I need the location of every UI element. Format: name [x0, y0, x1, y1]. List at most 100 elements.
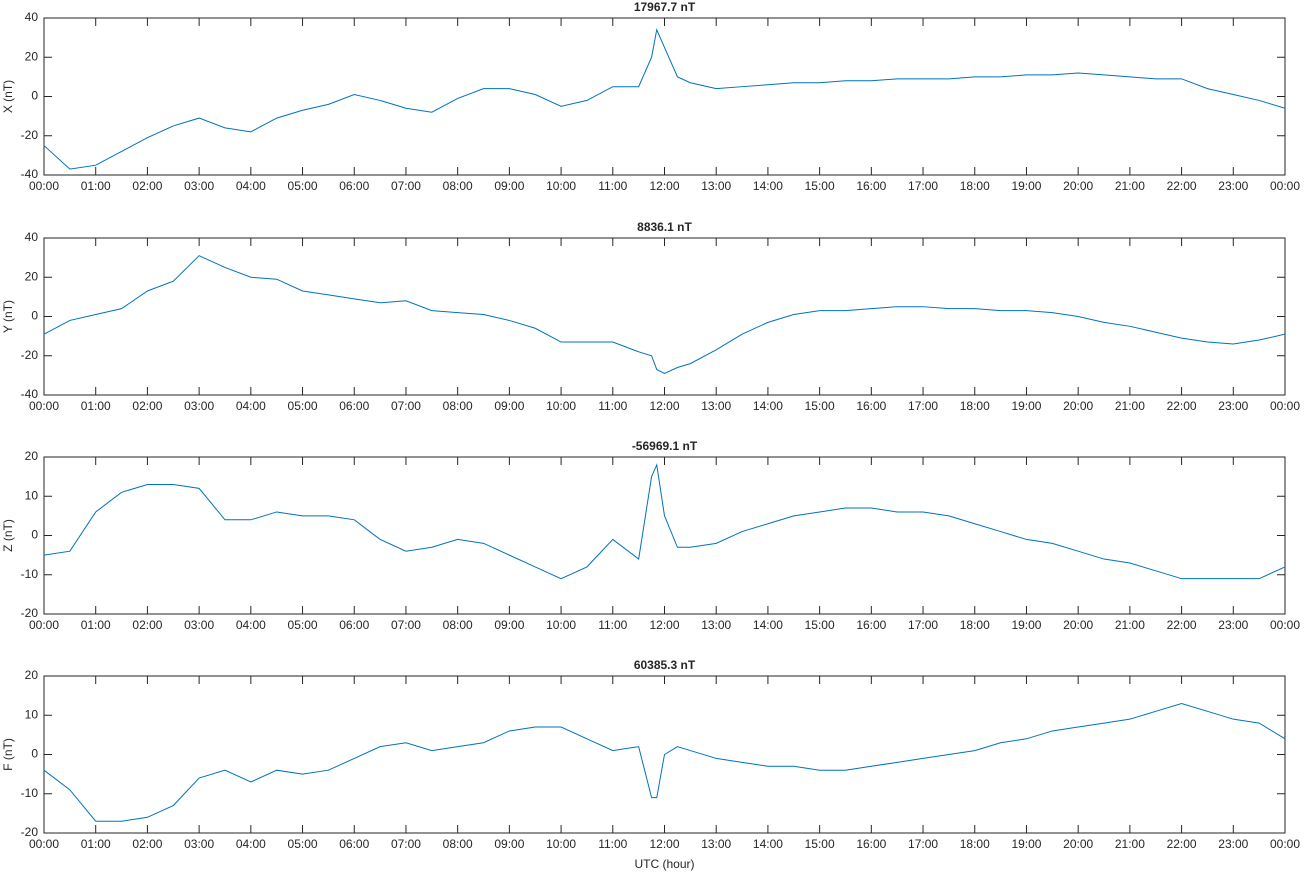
x-tick-label: 01:00: [81, 618, 111, 632]
x-tick-label: 02:00: [132, 618, 162, 632]
y-tick-label: 10: [25, 488, 39, 502]
x-tick-label: 16:00: [856, 399, 886, 413]
x-tick-label: 17:00: [908, 179, 938, 193]
x-tick-label: 12:00: [649, 618, 679, 632]
x-tick-label: 23:00: [1218, 399, 1248, 413]
x-tick-label: 02:00: [132, 837, 162, 851]
y-tick-label: 0: [31, 309, 38, 323]
x-tick-label: 22:00: [1167, 399, 1197, 413]
y-axis-label: F (nT): [1, 738, 15, 771]
y-tick-label: 0: [31, 747, 38, 761]
plot-area: [43, 17, 1286, 176]
x-tick-label: 13:00: [701, 618, 731, 632]
x-tick-label: 03:00: [184, 837, 214, 851]
y-tick-label: -20: [21, 606, 39, 620]
x-tick-label: 13:00: [701, 399, 731, 413]
x-tick-label: 22:00: [1167, 837, 1197, 851]
x-tick-label: 03:00: [184, 179, 214, 193]
x-tick-label: 17:00: [908, 837, 938, 851]
x-tick-label: 15:00: [805, 618, 835, 632]
x-tick-label: 09:00: [494, 618, 524, 632]
y-tick-label: -40: [21, 167, 39, 181]
y-tick-label: 20: [25, 449, 39, 463]
x-tick-label: 10:00: [546, 179, 576, 193]
x-tick-label: 23:00: [1218, 837, 1248, 851]
data-line: [43, 255, 1286, 374]
y-tick-label: 0: [31, 89, 38, 103]
x-tick-label: 06:00: [339, 837, 369, 851]
x-tick-label: 05:00: [288, 399, 318, 413]
y-axis-label: X (nT): [1, 80, 15, 113]
x-tick-label: 19:00: [1011, 179, 1041, 193]
y-tick-label: -20: [21, 348, 39, 362]
x-tick-label: 07:00: [391, 837, 421, 851]
x-tick-label: 00:00: [1270, 618, 1300, 632]
x-tick-label: 05:00: [288, 837, 318, 851]
x-tick-label: 18:00: [960, 837, 990, 851]
x-tick-label: 09:00: [494, 837, 524, 851]
x-tick-label: 07:00: [391, 179, 421, 193]
x-tick-label: 04:00: [236, 179, 266, 193]
x-tick-label: 15:00: [805, 399, 835, 413]
x-tick-label: 00:00: [1270, 399, 1300, 413]
panel-title: 60385.3 nT: [634, 658, 696, 672]
x-tick-label: 11:00: [598, 618, 627, 632]
y-tick-label: -10: [21, 567, 39, 581]
x-tick-label: 16:00: [856, 837, 886, 851]
x-tick-label: 17:00: [908, 399, 938, 413]
data-line: [43, 702, 1286, 822]
panel-title: 8836.1 nT: [637, 220, 692, 234]
x-tick-label: 10:00: [546, 399, 576, 413]
x-tick-label: 08:00: [443, 179, 473, 193]
x-tick-label: 11:00: [598, 399, 627, 413]
x-tick-label: 21:00: [1115, 179, 1145, 193]
x-tick-label: 04:00: [236, 837, 266, 851]
x-tick-label: 17:00: [908, 618, 938, 632]
y-tick-label: 20: [25, 269, 39, 283]
y-tick-label: -20: [21, 825, 39, 839]
y-tick-label: 10: [25, 707, 39, 721]
x-tick-label: 13:00: [701, 179, 731, 193]
x-tick-label: 14:00: [753, 837, 783, 851]
y-tick-label: -40: [21, 387, 39, 401]
x-tick-label: 21:00: [1115, 837, 1145, 851]
x-tick-label: 20:00: [1063, 399, 1093, 413]
y-axis-label: Y (nT): [1, 300, 15, 333]
x-tick-label: 06:00: [339, 179, 369, 193]
x-tick-label: 01:00: [81, 399, 111, 413]
data-line: [43, 463, 1286, 580]
x-tick-label: 19:00: [1011, 618, 1041, 632]
x-tick-label: 00:00: [29, 837, 59, 851]
y-tick-label: 40: [25, 230, 39, 244]
x-tick-label: 01:00: [81, 179, 111, 193]
x-tick-label: 22:00: [1167, 618, 1197, 632]
x-tick-label: 06:00: [339, 618, 369, 632]
panel-title: -56969.1 nT: [632, 439, 698, 453]
x-tick-label: 00:00: [1270, 837, 1300, 851]
x-tick-label: 23:00: [1218, 618, 1248, 632]
x-tick-label: 11:00: [598, 837, 627, 851]
x-tick-label: 22:00: [1167, 179, 1197, 193]
x-tick-label: 19:00: [1011, 837, 1041, 851]
data-line: [43, 28, 1286, 170]
x-tick-label: 16:00: [856, 618, 886, 632]
panel-title: 17967.7 nT: [634, 0, 696, 14]
x-tick-label: 12:00: [649, 179, 679, 193]
x-tick-label: 08:00: [443, 399, 473, 413]
y-tick-label: -20: [21, 128, 39, 142]
y-tick-label: 20: [25, 668, 39, 682]
x-tick-label: 15:00: [805, 179, 835, 193]
x-tick-label: 15:00: [805, 837, 835, 851]
x-tick-label: 16:00: [856, 179, 886, 193]
x-tick-label: 19:00: [1011, 399, 1041, 413]
x-tick-label: 12:00: [649, 399, 679, 413]
x-tick-label: 08:00: [443, 837, 473, 851]
x-tick-label: 14:00: [753, 618, 783, 632]
y-tick-label: -10: [21, 786, 39, 800]
x-tick-label: 06:00: [339, 399, 369, 413]
x-tick-label: 10:00: [546, 837, 576, 851]
x-tick-label: 02:00: [132, 399, 162, 413]
x-tick-label: 09:00: [494, 399, 524, 413]
x-tick-label: 00:00: [29, 179, 59, 193]
